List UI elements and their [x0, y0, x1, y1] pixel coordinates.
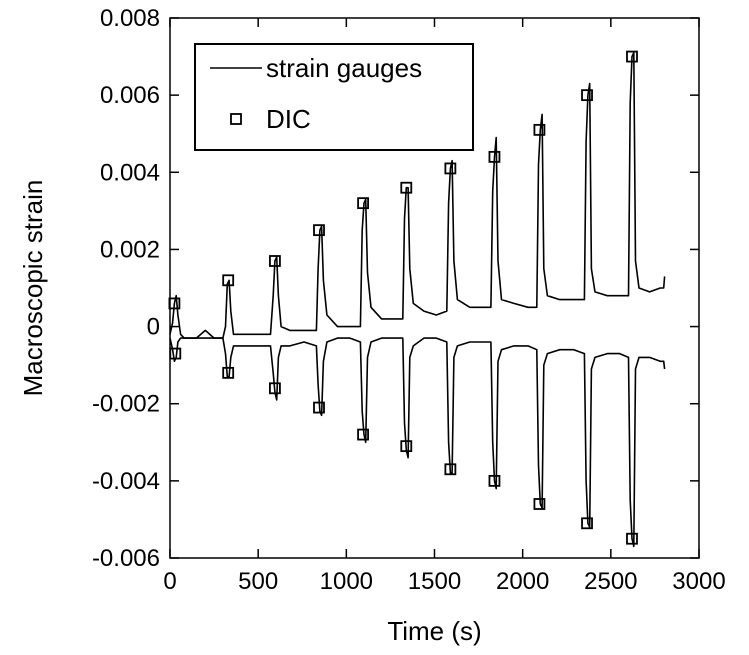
plot-area [168, 50, 666, 548]
y-tick-label: 0.008 [100, 5, 160, 32]
x-tick-label: 2500 [584, 568, 637, 595]
dic-marker [400, 181, 413, 194]
dic-marker [269, 255, 281, 267]
legend: strain gauges DIC [194, 43, 474, 151]
y-tick-label: -0.002 [92, 391, 160, 418]
x-tick-label: 500 [238, 568, 278, 595]
axis-ticks: 0 500 1000 1500 2000 2500 3000 -0.006 -0.004 -0.0… [92, 5, 726, 595]
dic-marker [444, 463, 457, 476]
dic-marker [169, 347, 182, 360]
dic-marker [400, 440, 413, 453]
y-tick-label: 0.006 [100, 82, 160, 109]
dic-marker [313, 401, 325, 414]
x-tick-label: 1500 [408, 568, 461, 595]
dic-marker [488, 474, 501, 487]
y-tick-label: 0.002 [100, 236, 160, 263]
x-tick-label: 0 [163, 568, 176, 595]
plot-frame [169, 17, 700, 559]
x-tick-label: 3000 [672, 568, 725, 595]
dic-marker [581, 517, 593, 530]
dic-marker [313, 224, 325, 237]
x-tick-label: 2000 [496, 568, 549, 595]
dic-marker [357, 428, 369, 441]
y-tick-label: 0 [147, 314, 160, 341]
dic-marker [626, 532, 638, 545]
dic-marker [222, 366, 235, 379]
dic-marker [222, 274, 235, 287]
dic-marker [533, 123, 546, 136]
y-tick-label: -0.006 [92, 545, 160, 572]
x-tick-label: 1000 [320, 568, 373, 595]
dic-marker [444, 162, 457, 175]
legend-marker-swatch [230, 113, 242, 125]
legend-label-dic: DIC [266, 104, 311, 134]
dic-marker [168, 297, 181, 310]
dic-marker [357, 197, 369, 210]
series-line-strain-gauges-1 [169, 337, 666, 548]
y-tick-label: 0.004 [100, 159, 160, 186]
dic-marker [581, 89, 593, 102]
x-axis-title: Time (s) [387, 616, 481, 646]
y-axis-title: Macroscopic strain [18, 180, 48, 397]
legend-label-strain-gauges: strain gauges [266, 53, 422, 83]
dic-marker [626, 50, 638, 63]
y-tick-label: -0.004 [92, 468, 160, 495]
dic-marker [533, 498, 546, 510]
dic-marker [488, 150, 501, 163]
dic-marker [269, 382, 281, 395]
legend-box [194, 43, 474, 151]
series-line-strain-gauges-0 [169, 51, 666, 339]
